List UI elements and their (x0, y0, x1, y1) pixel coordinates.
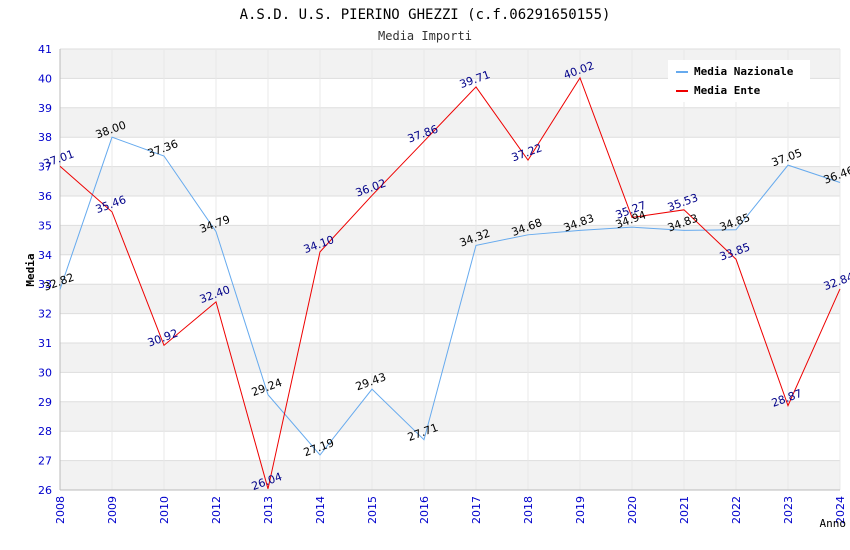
y-tick-label: 26 (38, 484, 52, 497)
y-tick-label: 32 (38, 308, 52, 321)
grid-band (60, 401, 840, 432)
legend-label-media-nazionale: Media Nazionale (694, 65, 794, 78)
legend-box (668, 60, 810, 102)
data-label: 37.36 (146, 137, 180, 160)
grid-band (60, 460, 840, 490)
x-tick-label: 2009 (106, 496, 119, 524)
series-line-media-ente (59, 76, 841, 489)
x-tick-label: 2023 (782, 496, 795, 524)
legend: Media Nazionale Media Ente (668, 60, 810, 102)
y-tick-label: 36 (38, 190, 52, 203)
x-tick-label: 2019 (574, 496, 587, 524)
y-tick-label: 41 (38, 43, 52, 56)
x-tick-label: 2024 (834, 496, 847, 524)
y-tick-label: 39 (38, 102, 52, 115)
y-tick-label: 40 (38, 72, 52, 85)
y-tick-label: 37 (38, 161, 52, 174)
data-label: 29.24 (250, 376, 284, 399)
x-tick-label: 2013 (262, 496, 275, 524)
y-tick-label: 30 (38, 366, 52, 379)
x-axis-label: Anno (820, 517, 847, 530)
x-tick-label: 2018 (522, 496, 535, 524)
y-tick-label: 31 (38, 337, 52, 350)
x-tick-label: 2020 (626, 496, 639, 524)
x-tick-labels: 2008 2009 2010 2012 2013 2014 2015 2016 2017 2018… (54, 496, 847, 524)
y-tick-label: 34 (38, 249, 52, 262)
x-tick-label: 2012 (210, 496, 223, 524)
y-axis-label: Media (24, 253, 37, 286)
chart-title: A.S.D. U.S. PIERINO GHEZZI (c.f.06291650… (240, 7, 611, 23)
x-tick-label: 2016 (418, 496, 431, 524)
x-tick-label: 2021 (678, 496, 691, 524)
x-tick-label: 2008 (54, 496, 67, 524)
data-label: 37.22 (510, 141, 544, 164)
y-tick-label: 28 (38, 425, 52, 438)
data-label: 35.46 (94, 193, 128, 216)
y-tick-label: 29 (38, 396, 52, 409)
y-tick-labels: 26 27 28 29 30 31 32 33 34 35 36 37 38 39 40 41 (38, 43, 52, 497)
x-tick-label: 2017 (470, 496, 483, 524)
series-lines (59, 76, 841, 489)
x-tick-label: 2010 (158, 496, 171, 524)
series-line-media-nazionale (59, 136, 841, 456)
grid-bands (60, 49, 840, 490)
x-tick-label: 2022 (730, 496, 743, 524)
x-tick-label: 2014 (314, 496, 327, 524)
chart-subtitle: Media Importi (378, 29, 472, 43)
y-tick-label: 35 (38, 219, 52, 232)
y-tick-label: 33 (38, 278, 52, 291)
x-tick-label: 2015 (366, 496, 379, 524)
grid-band (60, 343, 840, 373)
legend-label-media-ente: Media Ente (694, 84, 761, 97)
grid-band (60, 166, 840, 196)
y-tick-label: 27 (38, 455, 52, 468)
grid-band (60, 284, 840, 314)
grid-band (60, 107, 840, 138)
y-tick-label: 38 (38, 131, 52, 144)
